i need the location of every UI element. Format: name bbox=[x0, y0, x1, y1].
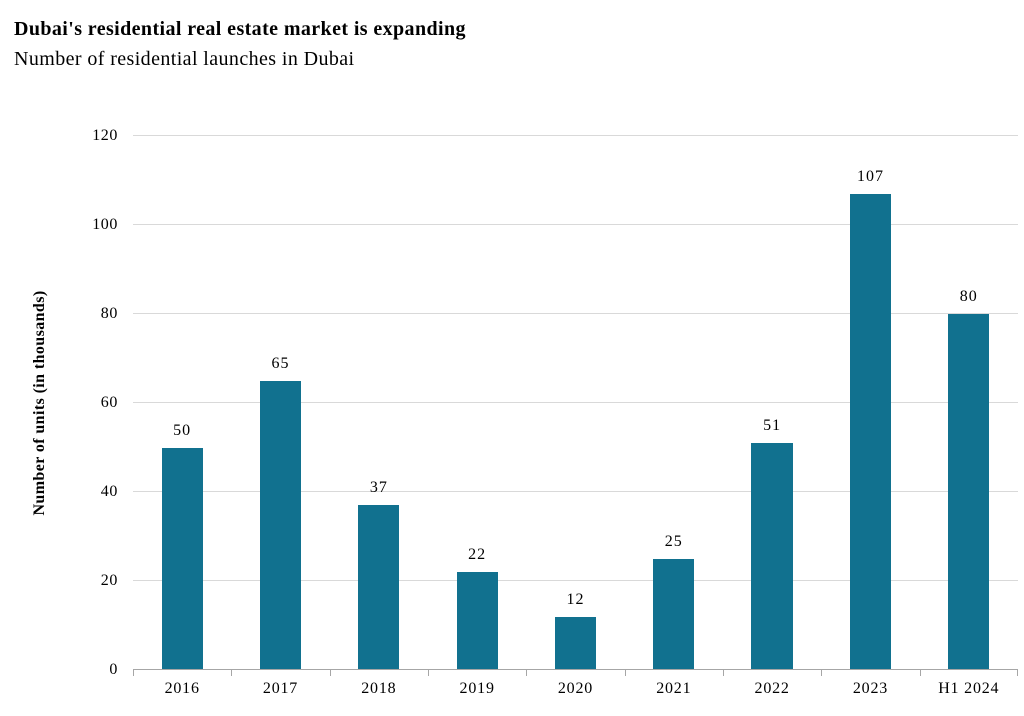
bar-value-label-2019: 22 bbox=[468, 546, 487, 564]
bar-2023 bbox=[849, 193, 892, 670]
chart-title: Dubai's residential real estate market i… bbox=[14, 18, 466, 40]
gridline-40 bbox=[133, 491, 1018, 492]
y-axis-title: Number of units (in thousands) bbox=[31, 290, 48, 516]
x-axis-line bbox=[133, 669, 1018, 670]
y-tick-label-20: 20 bbox=[100, 572, 118, 589]
x-axis-tick-4 bbox=[526, 670, 528, 676]
y-tick-label-0: 0 bbox=[109, 661, 118, 678]
bar-slot-H1 2024: 80 bbox=[920, 136, 1018, 670]
x-tick-label-2019: 2019 bbox=[459, 680, 495, 697]
bar-value-label-H1 2024: 80 bbox=[959, 288, 978, 305]
bar-slot-2020: 12 bbox=[526, 136, 624, 670]
x-axis-tick-3 bbox=[427, 670, 429, 676]
x-tick-label-2021: 2021 bbox=[656, 680, 692, 697]
y-tick-label-100: 100 bbox=[92, 216, 118, 233]
x-axis-tick-8 bbox=[919, 670, 921, 676]
x-axis-tick-6 bbox=[722, 670, 724, 676]
bar-value-label-2022: 51 bbox=[763, 417, 782, 435]
bar-slot-2021: 25 bbox=[625, 136, 723, 670]
gridline-20 bbox=[133, 580, 1018, 581]
bar-value-label-2021: 25 bbox=[664, 532, 683, 550]
x-axis-tick-2 bbox=[329, 670, 331, 676]
x-axis-tick-9 bbox=[1017, 670, 1018, 676]
x-tick-label-2022: 2022 bbox=[754, 680, 790, 697]
gridline-60 bbox=[133, 402, 1018, 403]
plot-area: 0 20 40 60 80 100 120 50 65 37 22 12 25 51 107 80 2016… bbox=[92, 128, 1018, 697]
bar-2019 bbox=[456, 572, 498, 670]
chart-subtitle: Number of residential launches in Dubai bbox=[14, 48, 355, 70]
bar-2018 bbox=[358, 505, 400, 670]
x-tick-labels-layer: 2016 2017 2018 2019 2020 2021 2022 2023 H1 2024 bbox=[133, 681, 1018, 697]
bar-slot-2017: 65 bbox=[231, 136, 329, 670]
bar-H1 2024 bbox=[948, 314, 990, 670]
bar-slot-2018: 37 bbox=[330, 136, 428, 670]
x-tick-label-H1 2024: H1 2024 bbox=[938, 680, 1000, 697]
x-tick-label-2017: 2017 bbox=[262, 680, 299, 697]
y-tick-label-60: 60 bbox=[100, 394, 118, 411]
x-tick-label-2023: 2023 bbox=[852, 680, 889, 697]
gridline-120 bbox=[133, 135, 1018, 136]
x-tick-label-2020: 2020 bbox=[557, 680, 594, 697]
x-tick-label-2016: 2016 bbox=[164, 680, 200, 697]
y-tick-label-80: 80 bbox=[100, 305, 118, 322]
bar-value-label-2016: 50 bbox=[173, 421, 192, 439]
bar-2020 bbox=[554, 616, 597, 670]
y-tick-label-40: 40 bbox=[100, 483, 118, 500]
bar-value-label-2017: 65 bbox=[271, 354, 290, 372]
bar-2021 bbox=[653, 558, 695, 670]
bar-value-label-2020: 12 bbox=[566, 590, 585, 608]
bar-slot-2016: 50 bbox=[133, 136, 231, 670]
bar-slot-2023: 107 bbox=[821, 136, 919, 670]
bar-value-label-2023: 107 bbox=[856, 167, 884, 185]
bar-slot-2022: 51 bbox=[723, 136, 821, 670]
x-axis-tick-7 bbox=[821, 670, 823, 676]
x-tick-label-2018: 2018 bbox=[361, 680, 397, 697]
bars-layer: 50 65 37 22 12 25 51 107 80 bbox=[133, 136, 1018, 670]
bar-value-label-2018: 37 bbox=[369, 479, 388, 497]
x-axis-tick-0 bbox=[133, 670, 134, 676]
bar-2016 bbox=[161, 447, 203, 670]
y-tick-label-120: 120 bbox=[92, 127, 118, 144]
gridline-100 bbox=[133, 224, 1018, 225]
x-axis-tick-1 bbox=[231, 670, 233, 676]
x-axis-tick-5 bbox=[624, 670, 626, 676]
bar-slot-2019: 22 bbox=[428, 136, 526, 670]
bar-2017 bbox=[259, 380, 302, 670]
bar-2022 bbox=[751, 443, 793, 670]
gridline-80 bbox=[133, 313, 1018, 314]
